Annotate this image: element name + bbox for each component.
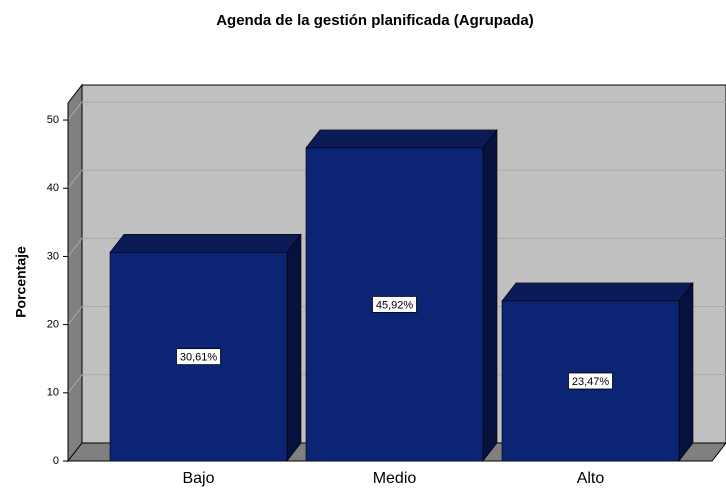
bar [109,233,302,462]
y-tick-label: 50 [47,114,59,126]
y-axis-label: Porcentaje [13,246,29,318]
value-label-box [176,348,221,366]
value-label: 30,61% [180,352,218,364]
y-tick-label: 20 [47,319,59,331]
value-label: 23,47% [572,376,610,388]
y-tick-label: 10 [47,387,59,399]
value-label: 45,92% [376,299,414,311]
bar-top [305,129,498,149]
x-tick-label: Alto [577,470,605,487]
bar [305,128,498,462]
y-tick-label: 30 [47,250,59,262]
x-tick-label: Medio [373,470,417,487]
grid-line [67,237,726,257]
y-tick-label: 40 [47,182,59,194]
chart-title: Agenda de la gestión planificada (Agrupa… [216,12,534,29]
value-label-box [372,296,417,313]
left-wall [67,83,83,463]
bar-side [482,128,498,462]
bar-side [678,282,694,462]
x-tick-label: Bajo [182,470,214,487]
bar-top [109,233,302,253]
grid-line [67,169,726,189]
y-tick-label: 0 [53,455,59,467]
value-label-box [568,372,613,390]
bar [501,282,694,462]
bar-side [286,233,302,462]
bar-top [501,282,694,302]
grid-line [67,101,726,121]
